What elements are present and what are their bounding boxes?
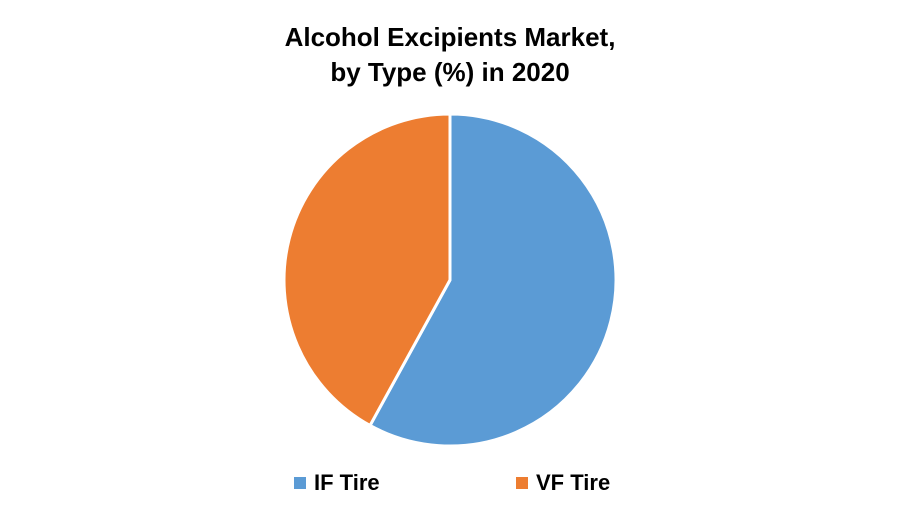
chart-title-line-1: Alcohol Excipients Market, [284,22,616,52]
chart-title-line-2: by Type (%) in 2020 [330,57,570,87]
legend-swatch-if-tire [294,477,306,489]
legend-label-vf-tire: VF Tire [536,470,611,495]
legend-item-if-tire: IF Tire [294,468,380,498]
pie-slice-if-tire [368,112,618,448]
legend-item-vf-tire: VF Tire [516,468,610,498]
pie-slice-vf-tire [282,112,452,427]
legend-label-if-tire: IF Tire [314,470,380,495]
legend-swatch-vf-tire [516,477,528,489]
